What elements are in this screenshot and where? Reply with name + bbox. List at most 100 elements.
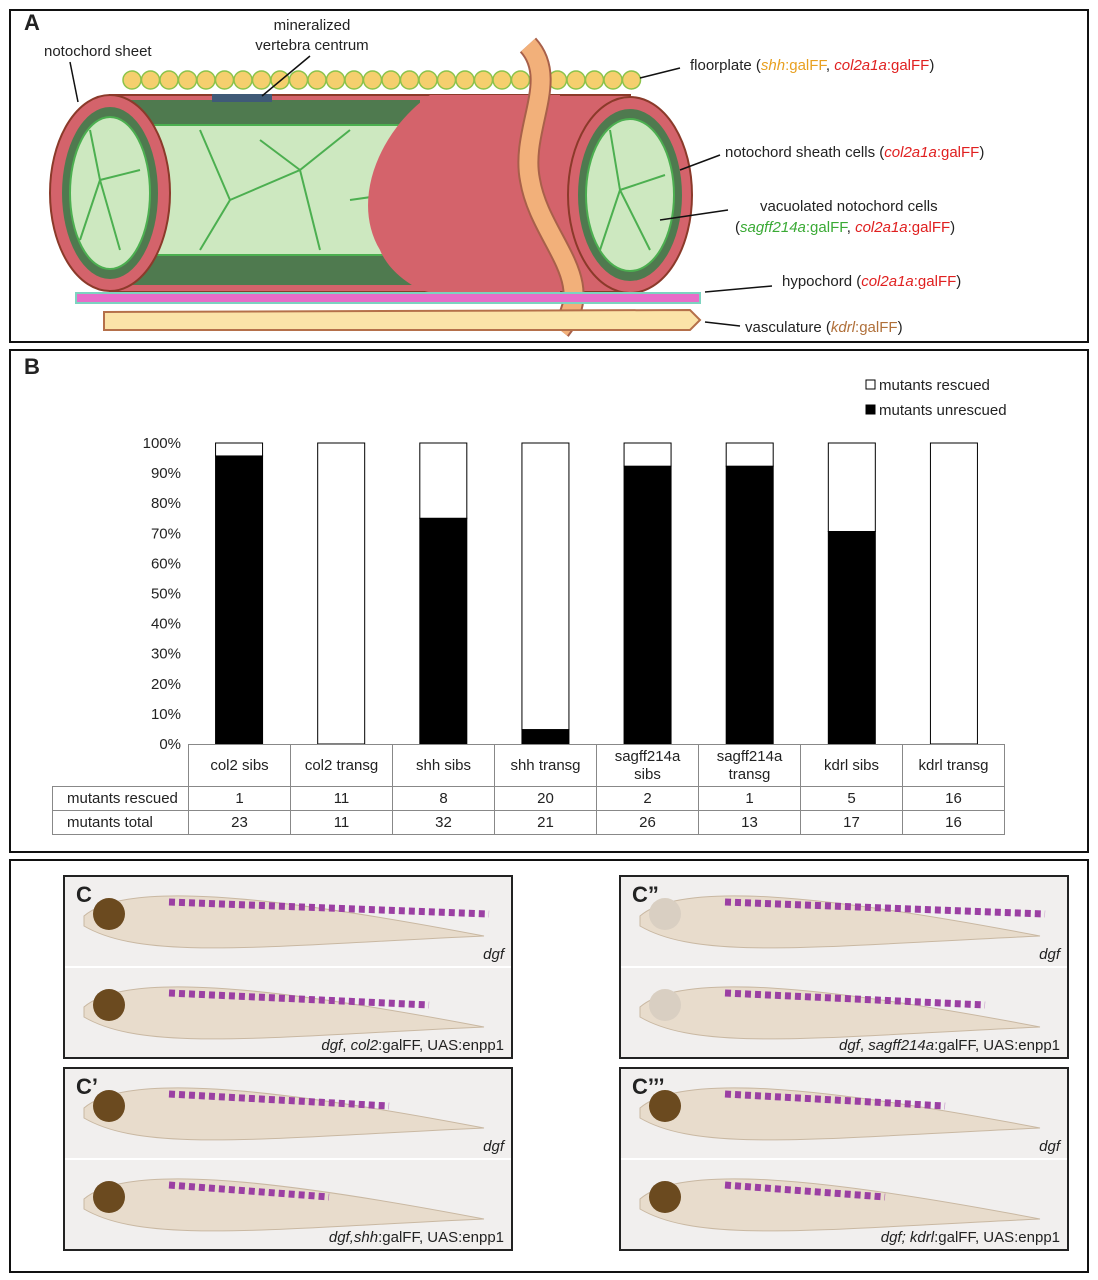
table-cell: kdrl sibs	[800, 744, 903, 787]
category-label: sagff214a sibs	[614, 747, 681, 783]
panel-label: C’	[76, 1074, 98, 1099]
floorplate-cell	[251, 70, 272, 90]
text: )	[956, 273, 961, 290]
text: :galFF	[908, 219, 951, 236]
caption-part: :galFF, UAS:enpp1	[378, 1037, 504, 1054]
bar-segment	[317, 442, 366, 745]
y-tick-label: 70%	[151, 525, 181, 542]
text: :galFF	[887, 57, 930, 74]
photo-caption: dgf, col2:galFF, UAS:enpp1	[321, 1037, 504, 1054]
table-cell: 32	[392, 810, 495, 835]
photo-caption: dgf, sagff214a:galFF, UAS:enpp1	[839, 1037, 1060, 1054]
annotation: hypochord (col2a1a:galFF)	[782, 273, 961, 290]
fish-eye	[649, 1090, 681, 1122]
table-row: mutants total 23 11 32 21 26 13 17 16	[52, 810, 1005, 835]
caption-part: dgf	[839, 1037, 862, 1054]
caption-part: dgf	[1039, 1138, 1062, 1155]
text: :galFF	[914, 273, 957, 290]
table-cell: 16	[902, 810, 1005, 835]
table-cell: col2 sibs	[188, 744, 291, 787]
fish-eye	[649, 989, 681, 1021]
table-cell: 20	[494, 786, 597, 811]
panel-frame	[9, 9, 1089, 343]
fish-body	[639, 895, 1041, 949]
fish-spine	[168, 898, 490, 918]
bar-segment	[419, 442, 468, 519]
panel-label: C’’’	[632, 1074, 665, 1099]
floorplate-cell	[455, 70, 475, 90]
panel-label: A	[24, 10, 40, 35]
fish-spine	[168, 1090, 390, 1110]
y-tick-label: 40%	[151, 616, 181, 633]
text: kdrl	[831, 319, 856, 336]
floorplate-cell	[399, 70, 420, 90]
floorplate-cell	[418, 70, 438, 90]
caption-part: dgf,shh	[329, 1229, 378, 1246]
bar-segment	[215, 442, 264, 457]
table-row: mutants rescued 1 11 8 20 2 1 5 16	[52, 786, 1005, 811]
table-cell: 1	[188, 786, 291, 811]
caption-part: ,	[342, 1037, 350, 1054]
annotation: floorplate (shh:galFF, col2a1a:galFF)	[690, 57, 934, 74]
sheet-cut	[368, 95, 560, 292]
floorplate-cell	[381, 70, 401, 90]
fish-body	[639, 1087, 1041, 1141]
bar-segment	[521, 729, 570, 745]
photo-caption: dgf	[483, 946, 506, 963]
text: )	[898, 319, 903, 336]
floorplate-cell	[140, 70, 161, 90]
text: notochord sheath cells (	[725, 144, 884, 161]
fish-body	[639, 1178, 1041, 1232]
table-cell: mutants rescued	[52, 786, 189, 811]
cell-walls	[599, 129, 666, 251]
panel-frame	[9, 859, 1089, 1273]
caption-part: dgf	[483, 1138, 506, 1155]
floorplate-cell	[233, 70, 253, 90]
photo-caption: dgf	[1039, 1138, 1062, 1155]
table-cell: 8	[392, 786, 495, 811]
table-cell: sagff214a transg	[698, 744, 801, 787]
y-tick-label: 10%	[151, 706, 181, 723]
annotation: (sagff214a:galFF, col2a1a:galFF)	[735, 219, 955, 236]
text: vasculature (	[745, 319, 831, 336]
category-label: shh transg	[510, 756, 581, 774]
legend-swatch	[865, 379, 876, 390]
table-cell: 21	[494, 810, 597, 835]
vessel	[519, 38, 583, 336]
table-cell: 1	[698, 786, 801, 811]
floorplate-cell	[344, 70, 364, 90]
floorplate-cell	[177, 70, 198, 90]
floorplate-cell	[196, 70, 216, 90]
panel-label: C	[76, 882, 92, 907]
table-row: col2 sibs col2 transg shh sibs shh transg sa…	[52, 744, 1005, 787]
bar-segment	[623, 465, 672, 745]
left-core	[69, 116, 151, 270]
bar-segment	[215, 455, 264, 745]
caption-part: col2	[351, 1037, 379, 1054]
floorplate-cell	[307, 70, 327, 90]
cell-walls	[199, 129, 421, 251]
y-tick-label: 50%	[151, 586, 181, 603]
text: )	[950, 219, 955, 236]
floorplate-cell	[473, 70, 494, 90]
text: :galFF	[937, 144, 980, 161]
floorplate-cell	[436, 70, 457, 90]
table-cell: 2	[596, 786, 699, 811]
fish-spine	[168, 1181, 330, 1201]
caption-part: :galFF, UAS:enpp1	[934, 1037, 1060, 1054]
centrum	[212, 94, 272, 102]
y-tick-label: 90%	[151, 465, 181, 482]
bar-segment	[419, 517, 468, 745]
category-label: col2 transg	[304, 756, 379, 774]
annotation: vasculature (kdrl:galFF)	[745, 319, 903, 336]
legend-label: mutants unrescued	[879, 402, 1007, 419]
caption-part: :galFF, UAS:enpp1	[378, 1229, 504, 1246]
panel-frame	[9, 349, 1089, 853]
floorplate-cell	[122, 70, 142, 90]
fish-body	[83, 986, 485, 1040]
text: :galFF	[785, 57, 827, 74]
legend-swatch	[865, 404, 876, 415]
floorplate-cell	[214, 70, 235, 90]
